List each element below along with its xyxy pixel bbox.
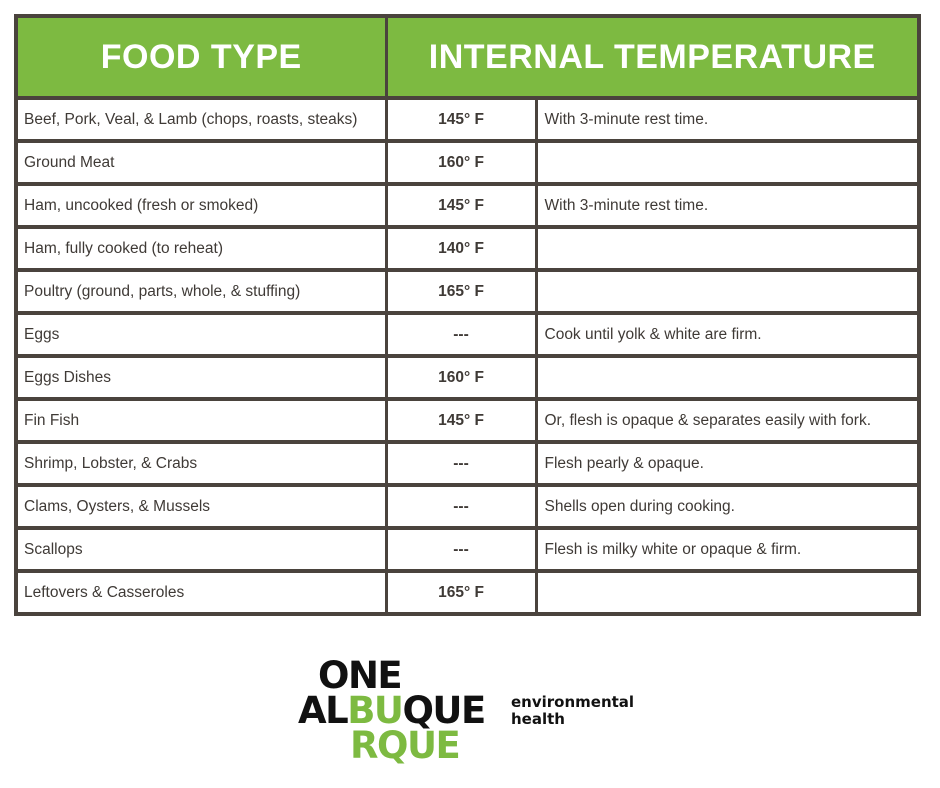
note-cell (534, 268, 921, 315)
note-cell: Flesh pearly & opaque. (534, 440, 921, 487)
table-row: Ground Meat 160° F (14, 139, 921, 186)
table-row: Beef, Pork, Veal, & Lamb (chops, roasts,… (14, 96, 921, 143)
logo-line-albuque: ALBUQUE (298, 692, 486, 729)
header-food-type: FOOD TYPE (14, 14, 388, 100)
food-cell: Clams, Oysters, & Mussels (14, 483, 388, 530)
logo-line-one: ONE (318, 654, 403, 697)
logo-line-rque: RQUE (350, 724, 461, 767)
logo-que: QUE (402, 689, 486, 732)
logo-bu: BU (347, 689, 404, 732)
temp-cell: --- (384, 483, 538, 530)
temp-cell: 145° F (384, 182, 538, 229)
food-cell: Poultry (ground, parts, whole, & stuffin… (14, 268, 388, 315)
temp-cell: 160° F (384, 354, 538, 401)
temp-cell: --- (384, 440, 538, 487)
food-cell: Ground Meat (14, 139, 388, 186)
logo-tagline: environmental health (511, 694, 634, 728)
food-cell: Fin Fish (14, 397, 388, 444)
tagline-environmental: environmental (511, 693, 635, 711)
food-cell: Ham, uncooked (fresh or smoked) (14, 182, 388, 229)
header-internal-temperature: INTERNAL TEMPERATURE (384, 14, 921, 100)
temp-cell: 145° F (384, 397, 538, 444)
table-header-row: FOOD TYPE INTERNAL TEMPERATURE (14, 14, 921, 100)
note-cell (534, 569, 921, 616)
food-cell: Shrimp, Lobster, & Crabs (14, 440, 388, 487)
note-cell: Cook until yolk & white are firm. (534, 311, 921, 358)
food-cell: Eggs Dishes (14, 354, 388, 401)
temp-cell: 165° F (384, 569, 538, 616)
note-cell (534, 139, 921, 186)
food-cell: Eggs (14, 311, 388, 358)
food-cell: Scallops (14, 526, 388, 573)
table-row: Ham, uncooked (fresh or smoked) 145° F W… (14, 182, 921, 229)
temp-cell: 140° F (384, 225, 538, 272)
logo-al: AL (298, 689, 349, 732)
table-row: Ham, fully cooked (to reheat) 140° F (14, 225, 921, 272)
temp-cell: 160° F (384, 139, 538, 186)
table-row: Clams, Oysters, & Mussels --- Shells ope… (14, 483, 921, 530)
note-cell: Shells open during cooking. (534, 483, 921, 530)
table-row: Fin Fish 145° F Or, flesh is opaque & se… (14, 397, 921, 444)
table-row: Leftovers & Casseroles 165° F (14, 569, 921, 616)
temp-cell: --- (384, 526, 538, 573)
note-cell (534, 225, 921, 272)
temp-cell: 165° F (384, 268, 538, 315)
one-albuquerque-logo: ONE ALBUQUE RQUE environmental health (298, 654, 658, 768)
table-row: Eggs Dishes 160° F (14, 354, 921, 401)
food-cell: Leftovers & Casseroles (14, 569, 388, 616)
safe-cooking-temperature-table: FOOD TYPE INTERNAL TEMPERATURE Beef, Por… (14, 14, 922, 616)
temp-cell: --- (384, 311, 538, 358)
temperature-table-container: FOOD TYPE INTERNAL TEMPERATURE Beef, Por… (14, 14, 922, 616)
table-row: Poultry (ground, parts, whole, & stuffin… (14, 268, 921, 315)
note-cell: With 3-minute rest time. (534, 182, 921, 229)
temp-cell: 145° F (384, 96, 538, 143)
note-cell: With 3-minute rest time. (534, 96, 921, 143)
note-cell (534, 354, 921, 401)
tagline-health: health (511, 710, 565, 728)
table-row: Eggs --- Cook until yolk & white are fir… (14, 311, 921, 358)
note-cell: Or, flesh is opaque & separates easily w… (534, 397, 921, 444)
food-cell: Ham, fully cooked (to reheat) (14, 225, 388, 272)
table-row: Scallops --- Flesh is milky white or opa… (14, 526, 921, 573)
food-cell: Beef, Pork, Veal, & Lamb (chops, roasts,… (14, 96, 388, 143)
note-cell: Flesh is milky white or opaque & firm. (534, 526, 921, 573)
table-row: Shrimp, Lobster, & Crabs --- Flesh pearl… (14, 440, 921, 487)
